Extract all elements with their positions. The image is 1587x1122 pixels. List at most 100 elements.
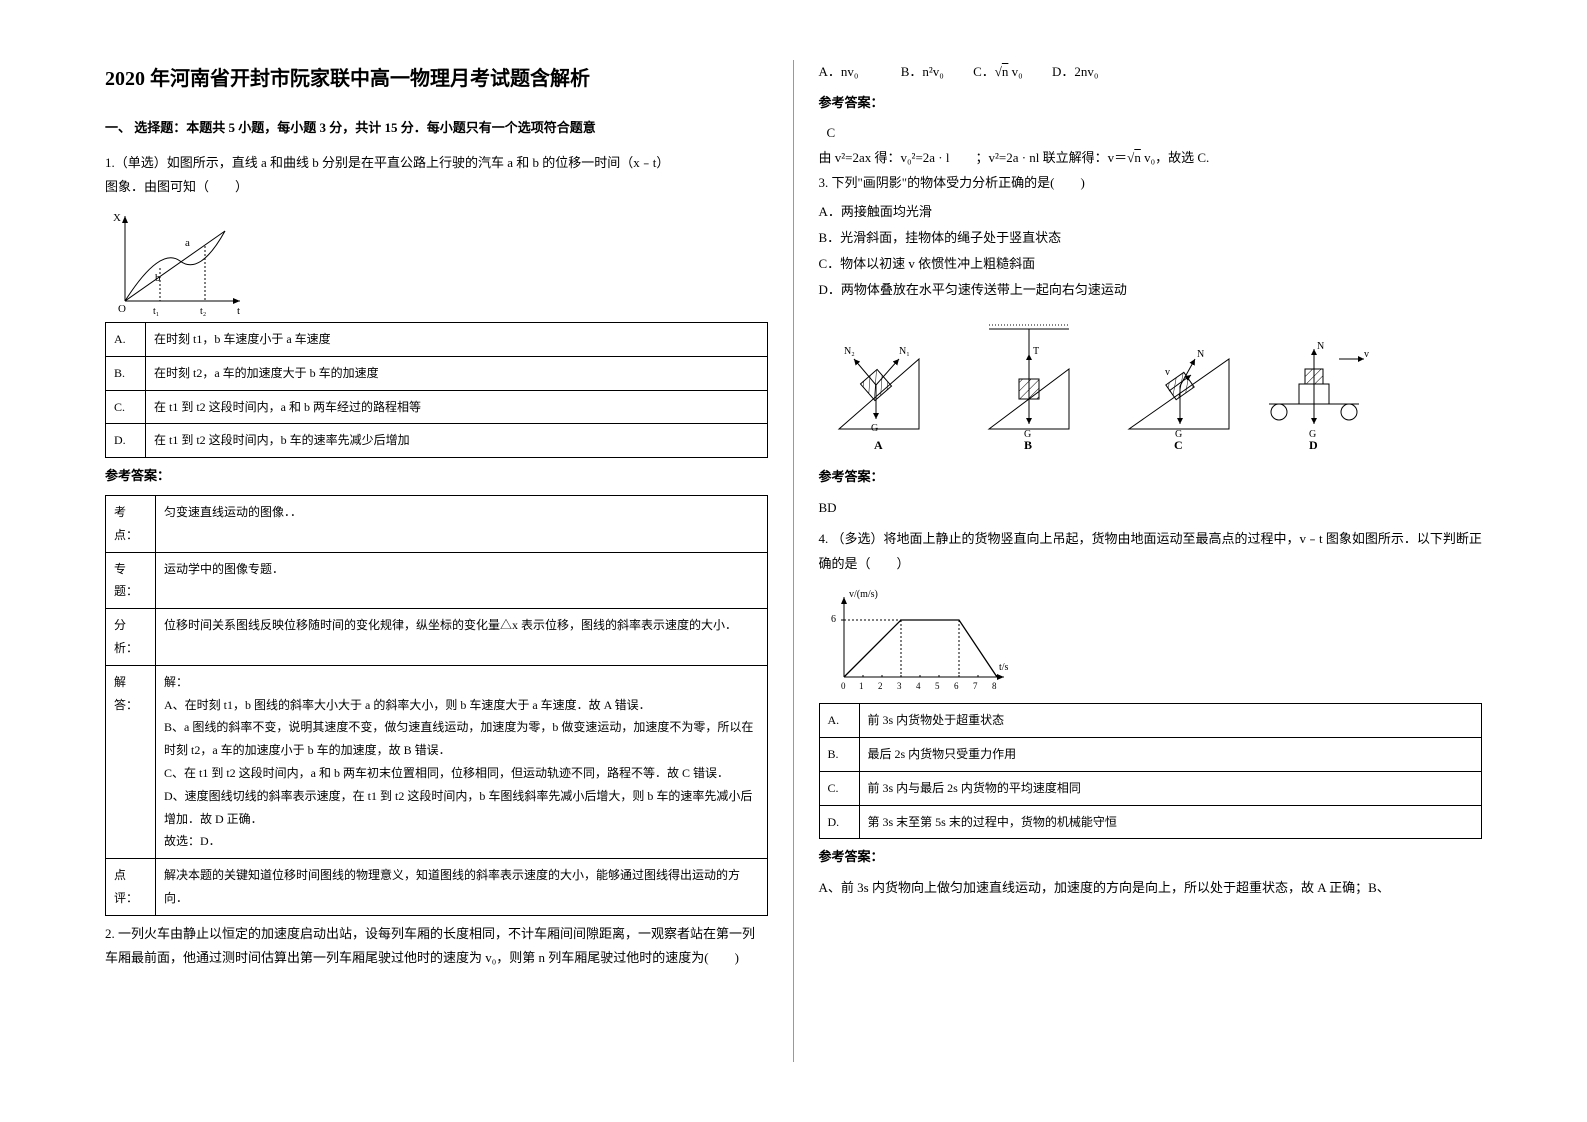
q2-opt-d: D．2nv₀ (1052, 64, 1098, 79)
svg-text:t/s: t/s (999, 662, 1009, 673)
svg-text:6: 6 (954, 681, 959, 691)
question-2: 2. 一列火车由静止以恒定的加速度启动出站，设每列车厢的长度相同，不计车厢间间隙… (105, 922, 768, 971)
svg-text:N: N (1197, 349, 1204, 360)
table-row: C.前 3s 内与最后 2s 内货物的平均速度相同 (819, 771, 1482, 805)
q4-options-table: A.前 3s 内货物处于超重状态 B.最后 2s 内货物只受重力作用 C.前 3… (819, 703, 1483, 839)
svg-text:G: G (871, 423, 878, 434)
answer-label: 参考答案： (819, 91, 1483, 116)
question-1: 1.（单选）如图所示，直线 a 和曲线 b 分别是在平直公路上行驶的汽车 a 和… (105, 151, 768, 916)
q3-answer: BD (819, 496, 1483, 521)
q1-stem-line: 图象．由图可知（ ） (105, 175, 768, 200)
opt-text: 第 3s 末至第 5s 末的过程中，货物的机械能守恒 (859, 805, 1482, 839)
svg-text:0: 0 (841, 681, 846, 691)
opt-label: B. (819, 737, 859, 771)
svg-text:v: v (1364, 349, 1369, 360)
svg-text:1: 1 (859, 681, 864, 691)
opt-label: A. (106, 323, 146, 357)
q3-opt-c: C．物体以初速 v 依惯性冲上粗糙斜面 (819, 251, 1483, 277)
svg-text:O: O (118, 303, 126, 315)
table-row: 解答：解： A、在时刻 t1，b 图线的斜率大小大于 a 的斜率大小，则 b 车… (106, 665, 768, 858)
svg-text:N: N (1317, 341, 1324, 352)
q2-opt-b: B．n²v₀ (901, 64, 944, 79)
q4-graph: v/(m/s) t/s 6 0 1 2 3 4 5 6 7 8 (819, 582, 1019, 697)
svg-text:A: A (874, 438, 883, 452)
opt-label: D. (106, 424, 146, 458)
opt-text: 前 3s 内货物处于超重状态 (859, 704, 1482, 738)
svg-text:t₂: t₂ (200, 306, 206, 316)
q4-stem: 4. （多选）将地面上静止的货物竖直向上吊起，货物由地面运动至最高点的过程中，v… (819, 527, 1483, 576)
svg-text:2: 2 (878, 681, 883, 691)
svg-text:t₁: t₁ (153, 306, 159, 316)
q2-explanation: 由 v²=2ax 得：v₀²=2a · l ；v²=2a · nl 联立解得：v… (819, 146, 1483, 171)
svg-text:8: 8 (992, 681, 997, 691)
opt-text: 在时刻 t1，b 车速度小于 a 车速度 (146, 323, 768, 357)
table-row: 点评：解决本题的关键知道位移时间图线的物理意义，知道图线的斜率表示速度的大小，能… (106, 859, 768, 916)
table-row: 专题：运动学中的图像专题． (106, 552, 768, 609)
opt-text: 在 t1 到 t2 这段时间内，a 和 b 两车经过的路程相等 (146, 390, 768, 424)
svg-text:7: 7 (973, 681, 978, 691)
opt-text: 最后 2s 内货物只受重力作用 (859, 737, 1482, 771)
ana-text: 位移时间关系图线反映位移随时间的变化规律，纵坐标的变化量△x 表示位移，图线的斜… (156, 609, 768, 666)
opt-label: B. (106, 356, 146, 390)
opt-label: D. (819, 805, 859, 839)
question-3: 3. 下列"画阴影"的物体受力分析正确的是( ) A．两接触面均光滑 B．光滑斜… (819, 171, 1483, 521)
table-row: B.在时刻 t2，a 车的加速度大于 b 车的加速度 (106, 356, 768, 390)
question-4: 4. （多选）将地面上静止的货物竖直向上吊起，货物由地面运动至最高点的过程中，v… (819, 527, 1483, 901)
svg-text:D: D (1309, 438, 1318, 452)
svg-text:v/(m/s): v/(m/s) (849, 589, 878, 600)
table-row: 考点：匀变速直线运动的图像．． (106, 495, 768, 552)
q1-options-table: A.在时刻 t1，b 车速度小于 a 车速度 B.在时刻 t2，a 车的加速度大… (105, 322, 768, 458)
ana-label: 分析： (106, 609, 156, 666)
svg-text:B: B (1024, 438, 1032, 452)
q2-opt-a: A．nv₀ (819, 64, 859, 79)
q2-opt-c: C．√n v₀ (973, 64, 1023, 79)
right-column: A．nv₀ B．n²v₀ C．√n v₀ D．2nv₀ 参考答案： C 由 v²… (794, 60, 1498, 1062)
ana-text: 解决本题的关键知道位移时间图线的物理意义，知道图线的斜率表示速度的大小，能够通过… (156, 859, 768, 916)
opt-text: 在时刻 t2，a 车的加速度大于 b 车的加速度 (146, 356, 768, 390)
svg-text:a: a (185, 237, 190, 249)
ana-label: 考点： (106, 495, 156, 552)
page-title: 2020 年河南省开封市阮家联中高一物理月考试题含解析 (105, 60, 768, 98)
svg-text:5: 5 (935, 681, 940, 691)
answer-label: 参考答案： (105, 464, 768, 489)
svg-text:N₁: N₁ (899, 346, 910, 357)
q3-opt-b: B．光滑斜面，挂物体的绳子处于竖直状态 (819, 225, 1483, 251)
table-row: D.在 t1 到 t2 这段时间内，b 车的速率先减少后增加 (106, 424, 768, 458)
q1-graph: X t O a b t₁ t₂ (105, 206, 255, 316)
opt-text: 前 3s 内与最后 2s 内货物的平均速度相同 (859, 771, 1482, 805)
q2-answer: C (827, 121, 1483, 146)
svg-text:C: C (1174, 438, 1183, 452)
q2-stem: 2. 一列火车由静止以恒定的加速度启动出站，设每列车厢的长度相同，不计车厢间间隙… (105, 922, 768, 971)
q3-opt-a: A．两接触面均光滑 (819, 199, 1483, 225)
opt-label: C. (106, 390, 146, 424)
q2-options: A．nv₀ B．n²v₀ C．√n v₀ D．2nv₀ (819, 60, 1483, 85)
table-row: 分析：位移时间关系图线反映位移随时间的变化规律，纵坐标的变化量△x 表示位移，图… (106, 609, 768, 666)
opt-text: 在 t1 到 t2 这段时间内，b 车的速率先减少后增加 (146, 424, 768, 458)
q3-opt-d: D．两物体叠放在水平匀速传送带上一起向右匀速运动 (819, 277, 1483, 303)
ana-label: 专题： (106, 552, 156, 609)
svg-text:t: t (237, 305, 240, 316)
section-heading: 一、 选择题：本题共 5 小题，每小题 3 分，共计 15 分．每小题只有一个选… (105, 116, 768, 141)
table-row: C.在 t1 到 t2 这段时间内，a 和 b 两车经过的路程相等 (106, 390, 768, 424)
q3-diagram: N₂ N₁ G A T G B (819, 309, 1379, 459)
ana-text: 解： A、在时刻 t1，b 图线的斜率大小大于 a 的斜率大小，则 b 车速度大… (156, 665, 768, 858)
answer-label: 参考答案： (819, 845, 1483, 870)
q3-stem: 3. 下列"画阴影"的物体受力分析正确的是( ) (819, 171, 1483, 196)
q1-analysis-table: 考点：匀变速直线运动的图像．． 专题：运动学中的图像专题． 分析：位移时间关系图… (105, 495, 768, 916)
svg-text:T: T (1033, 346, 1039, 357)
svg-text:N₂: N₂ (844, 346, 855, 357)
left-column: 2020 年河南省开封市阮家联中高一物理月考试题含解析 一、 选择题：本题共 5… (90, 60, 794, 1062)
ana-text: 运动学中的图像专题． (156, 552, 768, 609)
answer-label: 参考答案： (819, 465, 1483, 490)
table-row: A.在时刻 t1，b 车速度小于 a 车速度 (106, 323, 768, 357)
svg-text:X: X (113, 212, 121, 224)
table-row: B.最后 2s 内货物只受重力作用 (819, 737, 1482, 771)
opt-label: A. (819, 704, 859, 738)
svg-text:4: 4 (916, 681, 921, 691)
svg-text:3: 3 (897, 681, 902, 691)
opt-label: C. (819, 771, 859, 805)
q4-explanation: A、前 3s 内货物向上做匀加速直线运动，加速度的方向是向上，所以处于超重状态，… (819, 876, 1483, 901)
ana-label: 解答： (106, 665, 156, 858)
table-row: D.第 3s 末至第 5s 末的过程中，货物的机械能守恒 (819, 805, 1482, 839)
svg-text:6: 6 (831, 614, 836, 625)
